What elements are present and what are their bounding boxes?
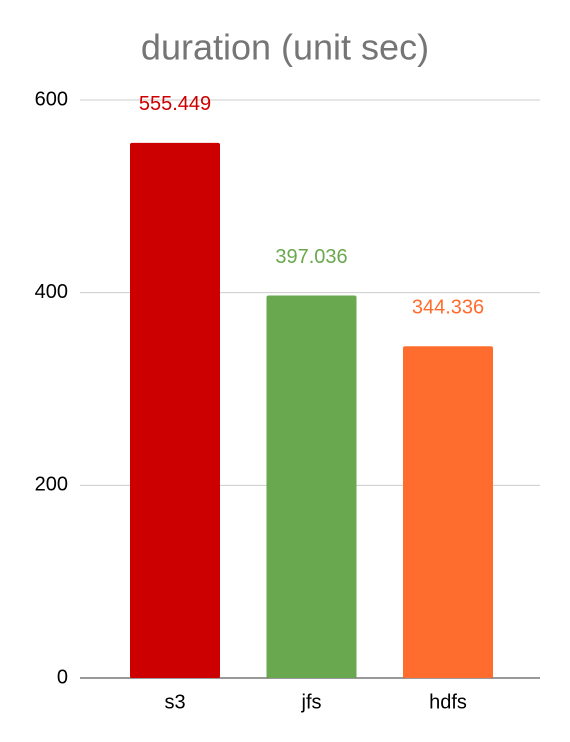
y-tick-label: 200	[35, 474, 68, 496]
bar	[403, 346, 493, 678]
data-label: 397.036	[275, 246, 347, 268]
data-label: 344.336	[412, 297, 484, 319]
x-tick-label: s3	[164, 691, 185, 713]
chart-title: duration (unit sec)	[141, 27, 429, 68]
y-tick-label: 400	[35, 281, 68, 303]
x-tick-label: jfs	[301, 691, 322, 713]
y-tick-label: 0	[57, 666, 68, 688]
bar	[130, 142, 220, 678]
bar	[266, 295, 357, 678]
data-label: 555.449	[139, 93, 211, 115]
x-tick-label: hdfs	[429, 691, 467, 713]
y-tick-label: 600	[35, 88, 68, 110]
